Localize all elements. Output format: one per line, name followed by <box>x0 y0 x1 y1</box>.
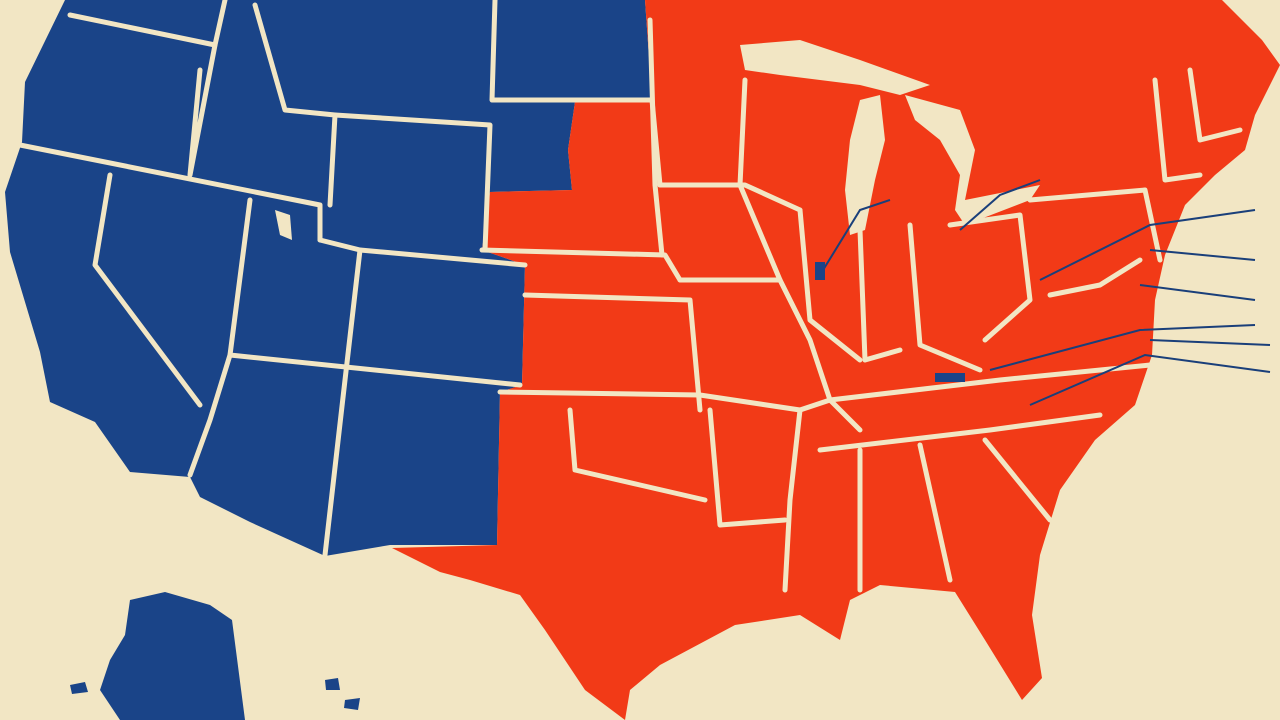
border <box>677 77 783 283</box>
border <box>332 112 493 253</box>
great-salt-lake <box>275 210 292 240</box>
pointer-line <box>1029 353 1271 406</box>
border <box>489 0 655 103</box>
pointer-line <box>1149 339 1271 346</box>
border <box>917 442 953 583</box>
pointer-line <box>989 324 1256 371</box>
alaska <box>100 592 245 720</box>
pointer-line <box>1139 284 1256 301</box>
pointer-lines <box>815 179 1271 406</box>
border <box>252 2 338 208</box>
border <box>187 352 233 478</box>
pointer-line <box>1039 209 1256 281</box>
border <box>567 407 708 503</box>
border <box>982 437 1053 523</box>
border <box>947 212 1033 343</box>
islands <box>70 678 360 710</box>
border <box>777 277 863 433</box>
lake-superior <box>740 40 930 95</box>
blue-marker <box>815 262 825 280</box>
border <box>782 407 803 593</box>
state-borders <box>17 0 1243 593</box>
pointer-line <box>1149 249 1256 261</box>
border <box>817 412 1103 453</box>
border <box>907 222 983 373</box>
lake-michigan <box>845 95 885 235</box>
border <box>17 142 323 243</box>
red-region <box>392 0 1280 720</box>
border <box>187 42 218 178</box>
border <box>497 389 833 413</box>
border <box>92 172 203 408</box>
border <box>479 247 683 283</box>
border <box>522 292 703 413</box>
border <box>1047 257 1143 298</box>
border <box>1027 187 1163 263</box>
border <box>827 362 1153 403</box>
border <box>322 247 363 558</box>
border <box>707 407 788 528</box>
border <box>857 227 903 363</box>
border <box>647 17 665 258</box>
border <box>1152 77 1203 183</box>
border <box>1187 67 1243 143</box>
pointer-line <box>819 199 891 276</box>
pointer-line <box>959 179 1041 231</box>
border <box>797 207 863 363</box>
blue-marker <box>935 373 965 382</box>
